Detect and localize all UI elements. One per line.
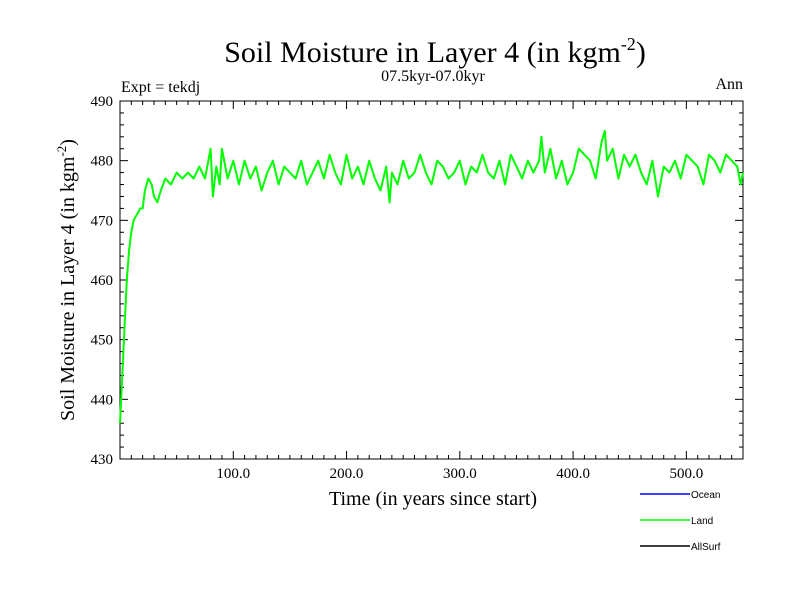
x-axis: 100.0 200.0 300.0 400.0 500.0 bbox=[130, 101, 744, 482]
x-tick-label: 200.0 bbox=[330, 466, 364, 482]
x-tick-label: 100.0 bbox=[216, 466, 250, 482]
legend-label-allsurf: AllSurf bbox=[691, 542, 721, 553]
x-tick-label: 500.0 bbox=[669, 466, 703, 482]
y-tick-label: 470 bbox=[91, 213, 114, 229]
y-tick-label: 460 bbox=[91, 273, 114, 289]
y-tick-label: 490 bbox=[91, 94, 114, 110]
legend: Ocean Land AllSurf bbox=[640, 490, 721, 553]
plot-frame bbox=[119, 100, 744, 460]
experiment-label: Expt = tekdj bbox=[121, 79, 200, 96]
x-tick-label: 300.0 bbox=[443, 466, 477, 482]
series-layer bbox=[119, 129, 744, 424]
y-axis: 430 440 450 460 470 480 490 bbox=[91, 94, 743, 468]
legend-label-land: Land bbox=[691, 516, 713, 527]
series-line-land bbox=[119, 129, 744, 424]
chart-subtitle: 07.5kyr-07.0kyr bbox=[381, 68, 485, 85]
y-tick-label: 450 bbox=[91, 333, 114, 349]
y-tick-label: 430 bbox=[91, 452, 114, 468]
y-axis-label: Soil Moisture in Layer 4 (in kgm-2) bbox=[54, 139, 79, 421]
x-tick-label: 400.0 bbox=[556, 466, 590, 482]
x-axis-label: Time (in years since start) bbox=[329, 488, 537, 510]
season-label: Ann bbox=[715, 76, 743, 93]
y-tick-label: 440 bbox=[91, 392, 114, 408]
y-tick-label: 480 bbox=[91, 154, 114, 170]
legend-label-ocean: Ocean bbox=[691, 490, 720, 501]
chart-title: Soil Moisture in Layer 4 (in kgm-2) bbox=[224, 34, 646, 69]
